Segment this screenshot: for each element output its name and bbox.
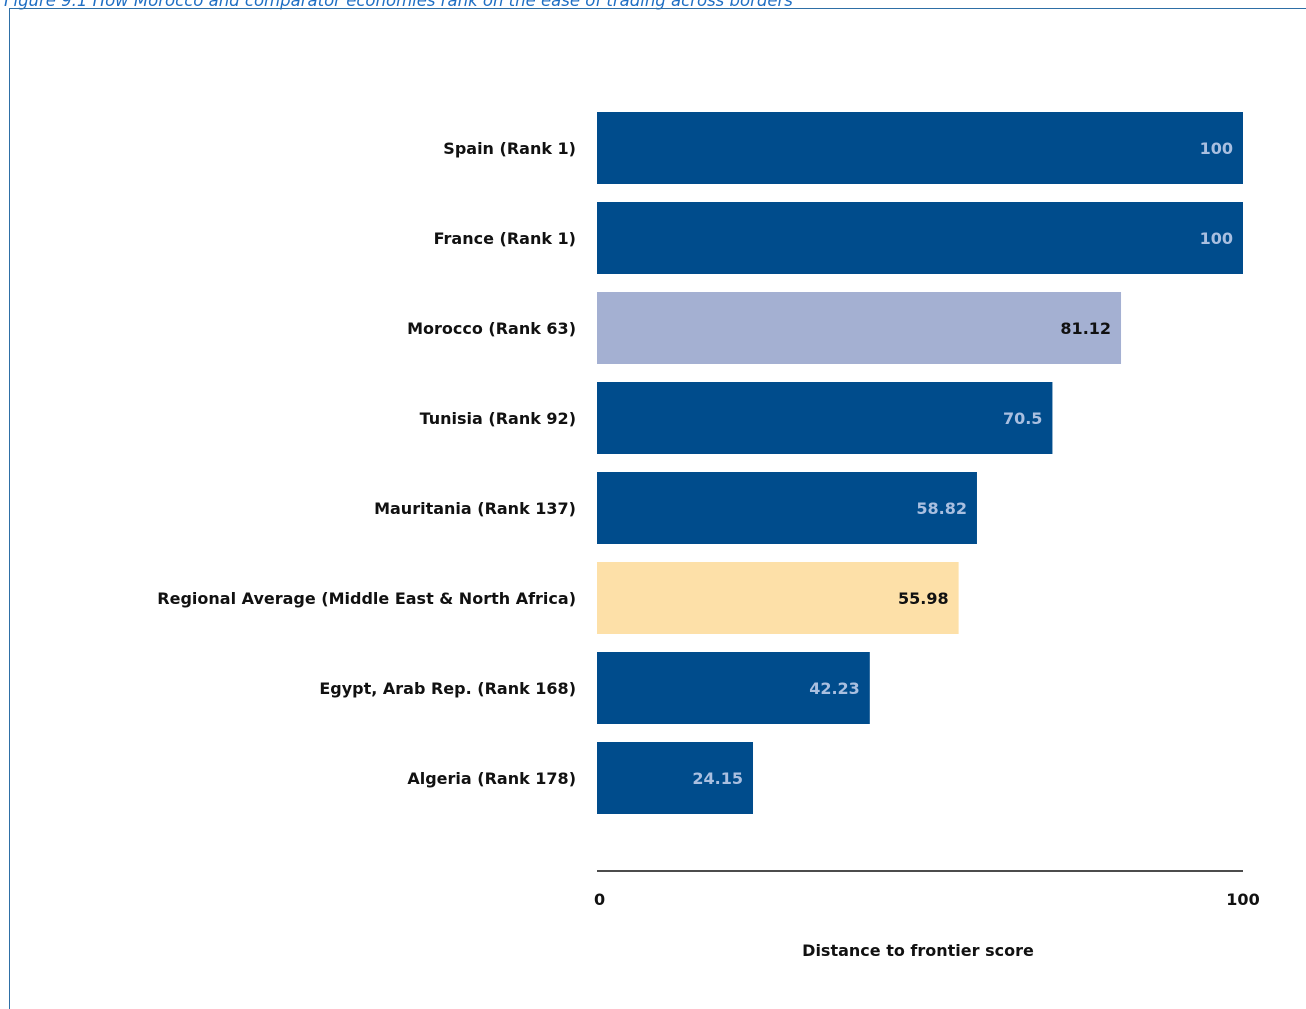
x-axis-title: Distance to frontier score bbox=[802, 941, 1034, 960]
x-tick-label: 0 bbox=[594, 890, 605, 909]
bar bbox=[597, 202, 1243, 274]
category-label: Algeria (Rank 178) bbox=[407, 769, 576, 788]
category-label: Egypt, Arab Rep. (Rank 168) bbox=[319, 679, 576, 698]
x-axis-ticks: 0 100 bbox=[594, 890, 1260, 909]
bar bbox=[597, 382, 1053, 454]
category-label: Tunisia (Rank 92) bbox=[420, 409, 576, 428]
data-label: 58.82 bbox=[916, 499, 967, 518]
category-label: Spain (Rank 1) bbox=[443, 139, 576, 158]
figure-title: Figure 9.1 How Morocco and comparator ec… bbox=[4, 0, 793, 10]
data-label: 100 bbox=[1200, 229, 1233, 248]
bar bbox=[597, 112, 1243, 184]
category-label: Regional Average (Middle East & North Af… bbox=[157, 589, 576, 608]
data-label: 55.98 bbox=[898, 589, 949, 608]
bar bbox=[597, 292, 1122, 364]
figure-frame bbox=[9, 8, 1306, 1009]
bar bbox=[597, 742, 754, 814]
bar bbox=[597, 652, 870, 724]
category-label: Morocco (Rank 63) bbox=[407, 319, 576, 338]
category-label: Mauritania (Rank 137) bbox=[374, 499, 576, 518]
category-label: France (Rank 1) bbox=[434, 229, 576, 248]
data-label: 100 bbox=[1200, 139, 1233, 158]
bar bbox=[597, 562, 959, 634]
x-tick-label: 100 bbox=[1226, 890, 1259, 909]
bars-group: Spain (Rank 1) 100 France (Rank 1) 100 Moroc… bbox=[157, 112, 1243, 814]
data-label: 24.15 bbox=[692, 769, 743, 788]
data-label: 81.12 bbox=[1060, 319, 1111, 338]
data-label: 42.23 bbox=[809, 679, 860, 698]
bar bbox=[597, 472, 977, 544]
data-label: 70.5 bbox=[1003, 409, 1042, 428]
